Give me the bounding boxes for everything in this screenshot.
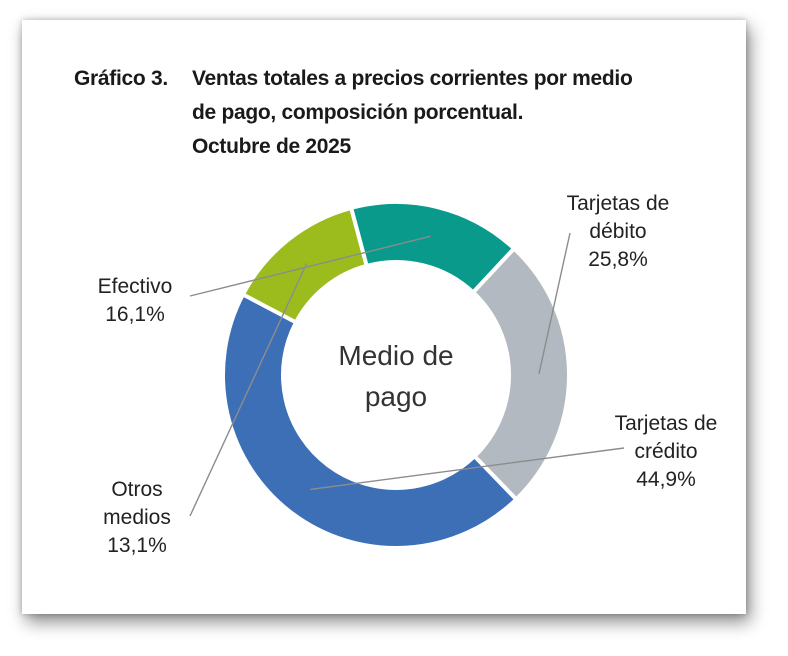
chart-title: Gráfico 3. Ventas totales a precios corr… — [74, 62, 633, 164]
slice-value-label: 16,1% — [105, 303, 165, 326]
slice-category-label: crédito — [634, 440, 697, 463]
leader-line — [189, 262, 308, 517]
title-line-1: Ventas totales a precios corrientes por … — [192, 67, 633, 90]
title-line-3: Octubre de 2025 — [192, 135, 351, 158]
donut-slice — [348, 200, 517, 296]
center-label-line-1: Medio de — [338, 340, 453, 371]
center-label-line-2: pago — [365, 381, 427, 412]
slice-value-label: 25,8% — [588, 248, 648, 271]
leader-line — [538, 232, 571, 374]
slice-value-label: 44,9% — [636, 468, 696, 491]
slice-category-label: Efectivo — [98, 275, 173, 298]
donut-slice — [470, 245, 571, 503]
leader-line — [189, 235, 431, 297]
chart-card: Gráfico 3. Ventas totales a precios corr… — [22, 20, 746, 614]
title-line-2: de pago, composición porcentual. — [192, 101, 524, 124]
slice-category-label: medios — [103, 506, 171, 529]
slice-category-label: débito — [589, 220, 646, 243]
slice-category-label: Tarjetas de — [615, 412, 718, 435]
donut-chart: Tarjetas de débito 25,8% Tarjetas de crédito… — [98, 192, 718, 557]
leader-line — [310, 447, 625, 491]
donut-slice — [240, 205, 370, 326]
donut-slice — [221, 291, 520, 550]
slice-category-label: Tarjetas de — [567, 192, 670, 215]
figure-number: Gráfico 3. — [74, 67, 168, 90]
slice-category-label: Otros — [111, 478, 162, 501]
slice-value-label: 13,1% — [107, 534, 167, 557]
